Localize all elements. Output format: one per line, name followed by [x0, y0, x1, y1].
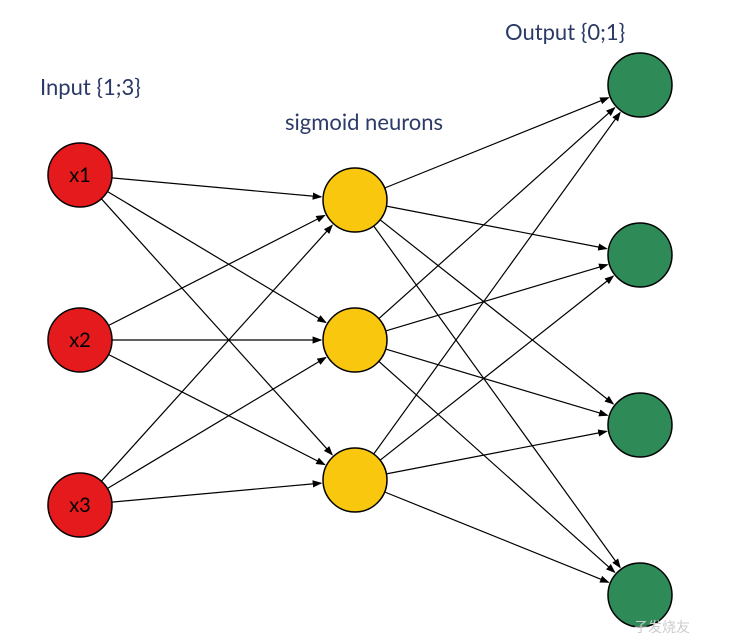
- output-node: [608, 223, 672, 287]
- node-circle: [323, 448, 387, 512]
- edge: [112, 178, 321, 197]
- edge: [101, 225, 332, 481]
- node-label: x1: [69, 163, 91, 187]
- input-node: x3: [48, 473, 112, 537]
- edge: [101, 199, 332, 455]
- node-circle: [323, 308, 387, 372]
- edge: [380, 276, 613, 460]
- neural-network-diagram: x1 x2 x3 Input {1;3} sigmoid neurons Outpu…: [0, 0, 734, 644]
- node-circle: [608, 53, 672, 117]
- edge: [386, 349, 608, 415]
- edge: [374, 226, 620, 567]
- edge: [379, 361, 615, 572]
- hidden-node: [323, 168, 387, 232]
- hidden-node: [323, 448, 387, 512]
- edge: [107, 358, 325, 489]
- edge: [386, 265, 608, 331]
- hidden-node: [323, 308, 387, 372]
- output-layer-label: Output {0;1}: [505, 18, 625, 45]
- edge: [386, 431, 606, 474]
- input-layer-label: Input {1;3}: [40, 73, 141, 100]
- node-label: x3: [69, 493, 91, 517]
- node-circle: [608, 393, 672, 457]
- hidden-layer-label: sigmoid neurons: [285, 108, 443, 135]
- input-node: x2: [48, 308, 112, 372]
- watermark-text: 子发烧友: [634, 618, 690, 635]
- edge: [380, 220, 613, 404]
- edge: [386, 206, 606, 249]
- edge: [374, 113, 620, 454]
- edge: [112, 483, 321, 502]
- node-circle: [608, 223, 672, 287]
- output-node: [608, 393, 672, 457]
- output-node: [608, 53, 672, 117]
- edge: [107, 192, 325, 323]
- input-node: x1: [48, 143, 112, 207]
- node-label: x2: [69, 328, 91, 352]
- node-circle: [323, 168, 387, 232]
- edge: [379, 108, 615, 319]
